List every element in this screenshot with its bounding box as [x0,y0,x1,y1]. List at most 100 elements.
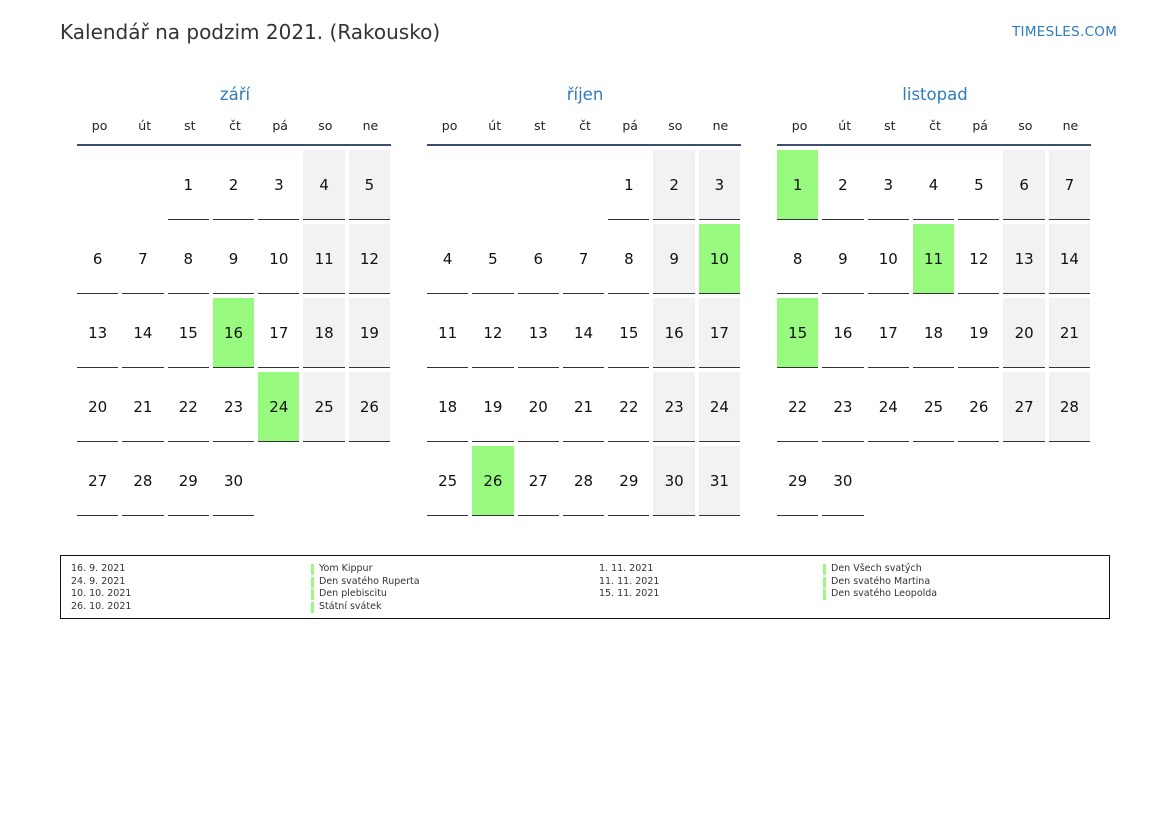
day-grid: 1 2 3 4 5 6 7 8 9 10 11 12 13 14 15 16 17 18 19 20 21 22 23 24 2… [427,150,743,516]
day-cell: 30 [653,446,695,516]
day-grid: 1 2 3 4 5 6 7 8 9 10 11 12 13 14 15 16 17 18 19 20 21 22 23 24 2… [777,150,1093,516]
day-cell: 11 [303,224,345,294]
day-cell: 27 [77,446,119,516]
day-cell: 2 [212,150,255,220]
month-name: listopad [902,85,968,104]
day-cell: 17 [867,298,909,368]
day-cell: 22 [167,372,209,442]
legend-entry: 10. 10. 2021 [71,588,132,599]
empty-cell [77,150,118,219]
day-cell: 29 [608,446,650,516]
day-cell: 14 [122,298,164,368]
day-cell: 19 [472,372,514,442]
weekday-label: ne [1062,118,1079,133]
day-cell: 10 [867,224,909,294]
day-cell: 21 [122,372,164,442]
empty-cell [518,150,559,219]
day-cell: 5 [958,150,1000,220]
day-cell: 30 [822,446,864,516]
day-cell: 14 [1048,224,1091,294]
day-cell: 3 [698,150,741,220]
day-cell: 7 [562,224,605,294]
legend-entry: Yom Kippur [311,563,420,576]
day-cell: 6 [1003,150,1045,220]
day-cell: 16 [653,298,695,368]
empty-cell [563,150,604,219]
day-cell: 25 [303,372,345,442]
day-cell: 26 [958,372,1000,442]
day-cell: 3 [867,150,909,220]
weekday-label: út [138,118,152,133]
month-name: říjen [566,85,604,104]
weekday-label: ne [362,118,379,133]
day-cell: 19 [348,298,391,368]
holiday-day-cell: 26 [472,446,514,516]
month-october: říjen po út st čt pá so ne 1 2 3 4 5 6 7 8 9 10 11 12 13 14… [427,83,743,516]
day-cell: 17 [698,298,741,368]
day-cell: 22 [608,372,650,442]
legend-dates-left: 16. 9. 2021 24. 9. 2021 10. 10. 2021 26. 10… [71,563,131,613]
day-cell: 5 [472,224,514,294]
day-cell: 4 [427,224,469,294]
weekday-label: út [838,118,852,133]
holiday-day-cell: 15 [777,298,819,368]
legend-entry: Den svatého Ruperta [311,576,420,589]
day-cell: 15 [608,298,650,368]
month-november: listopad po út st čt pá so ne 1 2 3 4 5 6 7 8 9 10 11 12 1… [777,83,1093,516]
day-cell: 9 [653,224,695,294]
weekday-label: so [1018,118,1033,133]
day-cell: 13 [77,298,119,368]
day-cell: 21 [562,372,605,442]
weekday-label: čt [229,118,241,133]
day-cell: 8 [608,224,650,294]
legend-entry: 15. 11. 2021 [599,588,660,599]
legend-entry: Den Všech svatých [823,563,937,576]
day-cell: 21 [1048,298,1091,368]
day-cell: 8 [167,224,209,294]
day-grid: 1 2 3 4 5 6 7 8 9 10 11 12 13 14 15 16 17 18 19 20 21 22 23 24 2… [77,150,393,516]
weekday-label: pá [972,118,988,133]
holiday-legend: 16. 9. 2021 24. 9. 2021 10. 10. 2021 26. 10… [60,555,1110,619]
day-cell: 25 [427,446,469,516]
day-cell: 25 [912,372,955,442]
header-rule [427,144,741,146]
legend-entry: 26. 10. 2021 [71,600,132,612]
day-cell: 10 [258,224,300,294]
day-cell: 7 [122,224,164,294]
month-name: září [219,85,251,104]
month-september: září po út st čt pá so ne 1 2 3 4 5 6 7 8 9 10 11 12 13 14 1… [77,83,393,516]
day-cell: 20 [77,372,119,442]
page-title: Kalendář na podzim 2021. (Rakousko) [60,20,441,44]
legend-entry: Státní svátek [311,601,420,614]
day-cell: 6 [77,224,119,294]
day-cell: 28 [122,446,164,516]
header-rule [77,144,391,146]
weekday-label: so [318,118,333,133]
day-cell: 17 [258,298,300,368]
weekday-header: po út st čt pá so ne [777,109,1093,133]
legend-entry: Den plebiscitu [311,588,420,601]
legend-entry: Den svatého Leopolda [823,588,937,601]
day-cell: 15 [167,298,209,368]
day-cell: 13 [1003,224,1045,294]
brand-link[interactable]: TIMESLES.COM [1012,24,1118,40]
day-cell: 26 [348,372,391,442]
legend-entry: 1. 11. 2021 [599,563,654,574]
empty-cell [472,150,513,219]
day-cell: 24 [867,372,909,442]
legend-dates-right: 1. 11. 2021 11. 11. 2021 15. 11. 2021 [599,563,659,601]
empty-cell [122,150,163,219]
day-cell: 23 [822,372,864,442]
day-cell: 12 [472,298,514,368]
day-cell: 23 [212,372,255,442]
weekday-label: st [884,118,896,133]
day-cell: 23 [653,372,695,442]
day-cell: 6 [517,224,559,294]
weekday-label: st [534,118,546,133]
holiday-day-cell: 24 [258,372,300,442]
weekday-label: po [441,118,458,133]
legend-names-right: Den Všech svatých Den svatého Martina Den … [823,563,937,601]
day-cell: 12 [958,224,1000,294]
holiday-day-cell: 16 [212,298,255,368]
weekday-label: po [791,118,808,133]
